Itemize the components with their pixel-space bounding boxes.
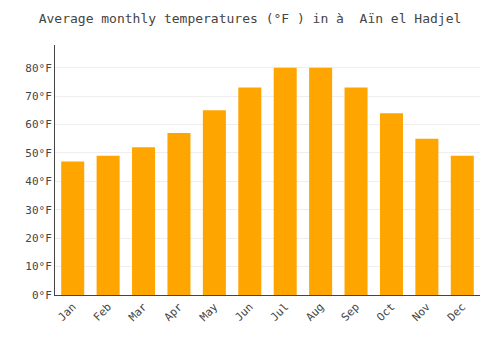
svg-text:May: May bbox=[197, 300, 221, 324]
svg-text:Dec: Dec bbox=[445, 301, 468, 324]
svg-text:70°F: 70°F bbox=[25, 90, 52, 103]
svg-text:0°F: 0°F bbox=[32, 289, 52, 302]
svg-text:Jan: Jan bbox=[55, 301, 78, 324]
svg-text:Oct: Oct bbox=[374, 301, 397, 324]
svg-text:Mar: Mar bbox=[126, 300, 150, 324]
svg-text:30°F: 30°F bbox=[25, 204, 52, 217]
svg-text:Aug: Aug bbox=[303, 301, 326, 324]
svg-text:Nov: Nov bbox=[410, 300, 434, 324]
svg-text:60°F: 60°F bbox=[25, 118, 52, 131]
svg-text:Jun: Jun bbox=[233, 301, 256, 324]
svg-text:Apr: Apr bbox=[162, 300, 186, 324]
svg-text:Jul: Jul bbox=[268, 301, 291, 324]
svg-text:10°F: 10°F bbox=[25, 260, 52, 273]
svg-text:Feb: Feb bbox=[91, 301, 114, 324]
svg-text:Sep: Sep bbox=[339, 301, 362, 324]
svg-text:Average monthly temperatures (: Average monthly temperatures (°F ) in à … bbox=[39, 11, 462, 26]
svg-text:40°F: 40°F bbox=[25, 175, 52, 188]
svg-text:80°F: 80°F bbox=[25, 62, 52, 75]
svg-text:50°F: 50°F bbox=[25, 147, 52, 160]
svg-text:20°F: 20°F bbox=[25, 232, 52, 245]
